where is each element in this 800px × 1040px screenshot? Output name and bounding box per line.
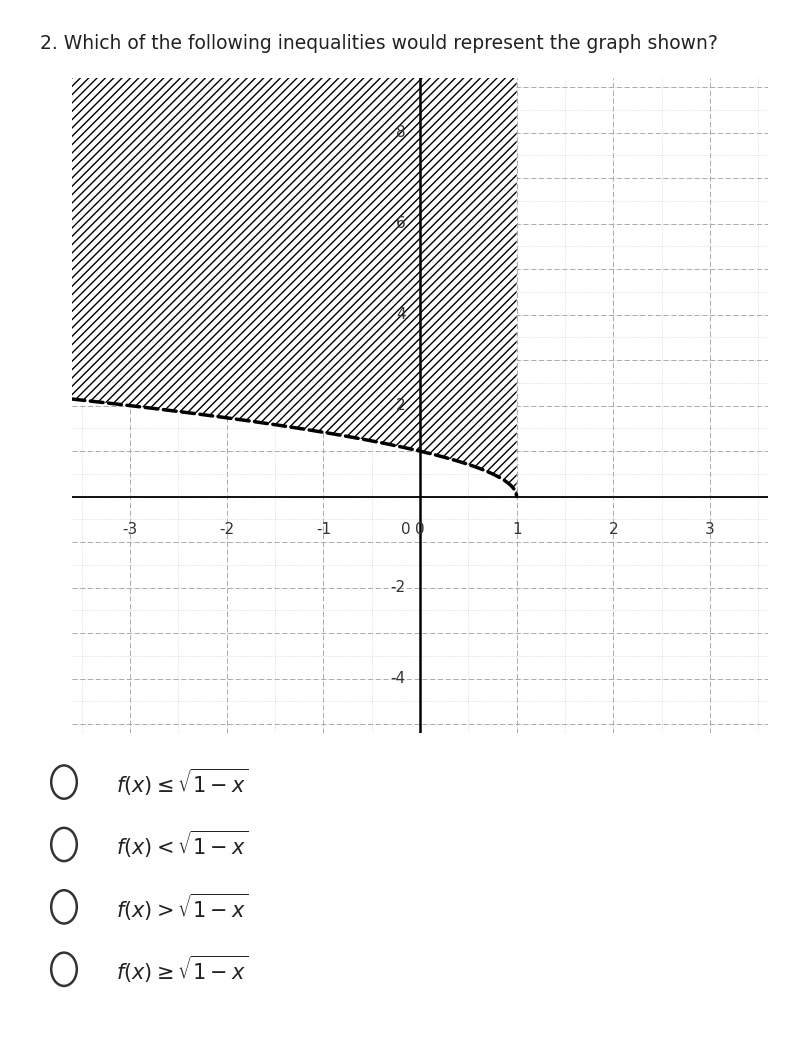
Text: -4: -4 xyxy=(390,671,406,686)
Text: $f(x) \geq \sqrt{1-x}$: $f(x) \geq \sqrt{1-x}$ xyxy=(116,954,249,985)
Text: $f(x) > \sqrt{1-x}$: $f(x) > \sqrt{1-x}$ xyxy=(116,891,249,922)
Text: 2: 2 xyxy=(396,398,406,413)
Text: 8: 8 xyxy=(396,125,406,140)
Text: 3: 3 xyxy=(705,522,715,537)
Text: 2: 2 xyxy=(609,522,618,537)
Text: 0: 0 xyxy=(415,522,425,537)
Text: 6: 6 xyxy=(396,216,406,231)
Text: $f(x) < \sqrt{1-x}$: $f(x) < \sqrt{1-x}$ xyxy=(116,829,249,860)
Text: -2: -2 xyxy=(219,522,234,537)
Text: 4: 4 xyxy=(396,307,406,322)
Text: $f(x) \leq \sqrt{1-x}$: $f(x) \leq \sqrt{1-x}$ xyxy=(116,766,249,798)
Text: -1: -1 xyxy=(316,522,331,537)
Text: 2. Which of the following inequalities would represent the graph shown?: 2. Which of the following inequalities w… xyxy=(40,34,718,53)
Text: -3: -3 xyxy=(122,522,138,537)
Text: -2: -2 xyxy=(390,580,406,595)
Text: 1: 1 xyxy=(512,522,522,537)
Text: 0: 0 xyxy=(401,522,410,537)
